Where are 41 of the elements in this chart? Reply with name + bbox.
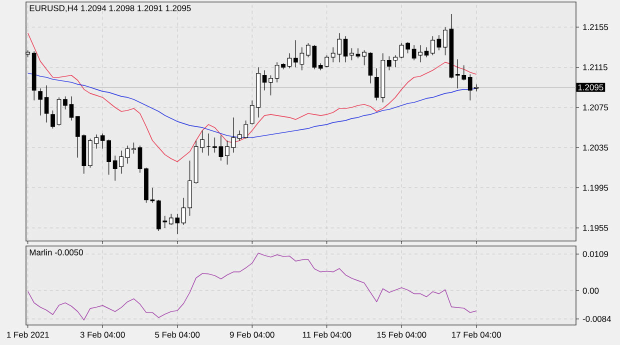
y-tick-label: 1.1995 — [583, 184, 608, 191]
candlestick — [125, 145, 130, 164]
candlestick — [150, 187, 155, 204]
candlestick — [430, 36, 435, 56]
y-tick-label: 1.2115 — [583, 64, 608, 70]
chart-title: Marlin -0.0050 — [30, 249, 83, 256]
y-tick-label: 0.0109 — [582, 251, 608, 258]
chart-title: EURUSD,H4 1.2094 1.2098 1.2091 1.2095 — [30, 5, 191, 12]
x-tick-label: 15 Feb 04:00 — [377, 332, 426, 338]
candlestick — [132, 142, 136, 154]
x-tick-label: 17 Feb 04:00 — [452, 332, 501, 338]
candlestick — [287, 52, 292, 69]
candlestick — [424, 46, 429, 58]
candlestick — [212, 137, 217, 153]
candlestick — [274, 62, 280, 83]
candlestick — [69, 96, 74, 121]
candlestick — [362, 50, 366, 66]
y-tick-label: 1.2075 — [583, 104, 608, 110]
candlestick — [356, 48, 360, 59]
candlestick — [38, 88, 42, 116]
x-tick-label: 3 Feb 04:00 — [80, 332, 125, 338]
x-tick-label: 5 Feb 04:00 — [155, 332, 200, 338]
y-tick-label: 0.00 — [582, 288, 599, 294]
candlestick — [218, 135, 224, 161]
candlestick — [50, 110, 55, 129]
y-tick-label: -0.0084 — [582, 316, 611, 322]
candlestick — [343, 36, 348, 63]
x-tick-label: 11 Feb 04:00 — [302, 332, 352, 338]
x-tick-label: 9 Feb 04:00 — [230, 332, 274, 338]
candlestick — [138, 145, 142, 174]
y-tick-label: 1.2155 — [583, 24, 608, 30]
y-tick-label: 1.2035 — [583, 144, 608, 151]
ref-line-label: 1.2095 — [578, 84, 604, 90]
candlestick — [200, 130, 204, 153]
candlestick — [63, 96, 68, 110]
candlestick — [350, 48, 354, 61]
candlestick — [368, 52, 373, 84]
candlestick — [436, 34, 442, 50]
candlestick — [44, 85, 49, 123]
x-tick-label: 1 Feb 2021 — [7, 332, 49, 338]
y-tick-label: 1.1955 — [583, 224, 608, 231]
